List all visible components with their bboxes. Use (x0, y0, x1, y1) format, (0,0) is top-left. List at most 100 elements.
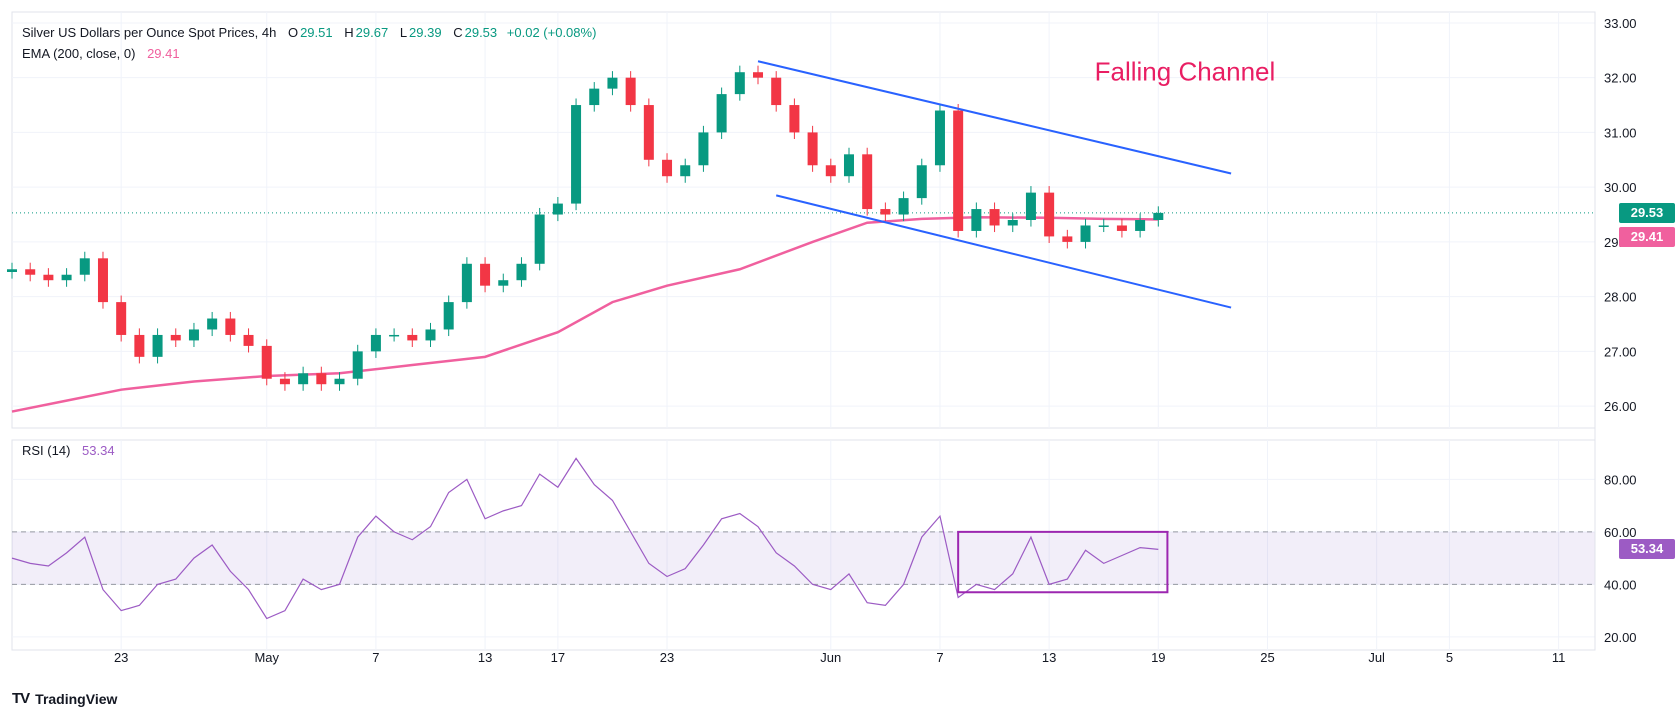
candle-body (352, 351, 363, 379)
candle-body (279, 378, 290, 385)
channel-lower-line (775, 194, 1232, 309)
price-legend: Silver US Dollars per Ounce Spot Prices,… (22, 25, 598, 41)
candle-body (516, 263, 527, 281)
low-label: L (399, 25, 408, 40)
candle-body (1135, 220, 1146, 231)
candle-body (680, 165, 691, 177)
rsi-value-tag: 53.34 (1619, 539, 1675, 560)
candle-body (225, 318, 236, 335)
candle-body (134, 334, 145, 357)
candle-body (152, 334, 163, 357)
rsi-tick-label: 60.00 (1604, 525, 1637, 540)
candle-body (97, 258, 108, 303)
x-tick-label: 13 (1042, 650, 1056, 665)
rsi-legend: RSI (14) 53.34 (22, 443, 117, 459)
tradingview-logo-icon: TV (12, 690, 30, 707)
candle-body (389, 334, 400, 337)
candle-body (370, 334, 381, 352)
close-label: C (453, 25, 463, 40)
x-tick-label: 19 (1151, 650, 1165, 665)
candle-body (243, 334, 254, 346)
rsi-tick-label: 80.00 (1604, 472, 1637, 487)
candle-body (898, 198, 909, 215)
brand-name: TradingView (35, 690, 118, 707)
rsi-value: 53.34 (82, 443, 115, 458)
x-tick-label: 17 (551, 650, 565, 665)
last-price-tag: 29.53 (1619, 202, 1675, 223)
x-tick-label: Jun (820, 650, 841, 665)
candle-body (716, 94, 727, 133)
ema-value: 29.41 (147, 46, 180, 61)
channel-upper-line (757, 60, 1232, 175)
ema-price-tag: 29.41 (1619, 227, 1675, 248)
candle-body (1025, 192, 1036, 220)
candle-body (571, 105, 582, 204)
price-tick-label: 30.00 (1604, 180, 1637, 195)
open-value: 29.51 (300, 25, 333, 40)
candle-body (207, 318, 218, 330)
high-value: 29.67 (355, 25, 389, 40)
candle-body (880, 209, 891, 215)
candle-body (789, 105, 800, 133)
candle-body (425, 329, 436, 341)
candle-body (334, 378, 345, 385)
candle-body (916, 165, 927, 199)
rsi-tick-label: 40.00 (1604, 577, 1637, 592)
rsi-tick-label: 20.00 (1604, 630, 1637, 645)
candle-body (989, 209, 1000, 226)
price-tick-label: 27.00 (1604, 344, 1637, 359)
open-label: O (287, 25, 299, 40)
price-pane-frame (11, 11, 1596, 429)
candle-body (698, 132, 709, 166)
candle-body (734, 72, 745, 95)
close-value: 29.53 (464, 25, 498, 40)
candle-body (934, 110, 945, 166)
x-tick-label: Jul (1368, 650, 1385, 665)
x-tick-label: 25 (1260, 650, 1274, 665)
falling-channel-annotation: Falling Channel (1095, 56, 1276, 86)
price-tick-label: 31.00 (1604, 125, 1637, 140)
price-tick-label: 26.00 (1604, 399, 1637, 414)
candle-body (261, 345, 272, 379)
rsi-highlight-box (957, 530, 1169, 594)
candle-body (25, 269, 36, 275)
candle-body (862, 154, 873, 210)
candle-body (298, 373, 309, 385)
candle-body (116, 302, 127, 335)
price-tick-label: 28.00 (1604, 290, 1637, 305)
candle-body (480, 263, 491, 286)
candle-body (1116, 225, 1127, 231)
price-tick-label: 33.00 (1604, 16, 1637, 31)
ema-label: EMA (200, close, 0) (22, 46, 136, 61)
candle-body (188, 329, 199, 341)
candle-body (625, 77, 636, 106)
rsi-band (12, 531, 1595, 585)
candle-body (825, 165, 836, 177)
candle-body (589, 88, 600, 106)
tradingview-footer[interactable]: TV TradingView (12, 690, 117, 707)
candle-body (43, 274, 54, 281)
x-tick-label: 7 (372, 650, 379, 665)
ema-legend: EMA (200, close, 0) 29.41 (22, 46, 182, 62)
candle-body (843, 154, 854, 177)
candle-body (443, 302, 454, 330)
candle-body (461, 263, 472, 303)
candle-body (807, 132, 818, 166)
candle-body (407, 334, 418, 341)
candle-body (662, 159, 673, 177)
high-label: H (344, 25, 354, 40)
candle-body (6, 269, 18, 272)
candle-body (771, 77, 782, 106)
candle-body (61, 274, 72, 281)
x-tick-label: 7 (936, 650, 943, 665)
x-tick-label: 23 (660, 650, 674, 665)
candle-body (498, 280, 509, 286)
candle-body (1062, 236, 1073, 242)
low-value: 29.39 (409, 25, 442, 40)
x-tick-label: 5 (1446, 650, 1453, 665)
candle-body (1044, 192, 1055, 237)
candle-body (170, 334, 181, 341)
candle-body (1080, 225, 1091, 242)
candle-body (534, 214, 545, 264)
price-tick-label: 32.00 (1604, 71, 1637, 86)
